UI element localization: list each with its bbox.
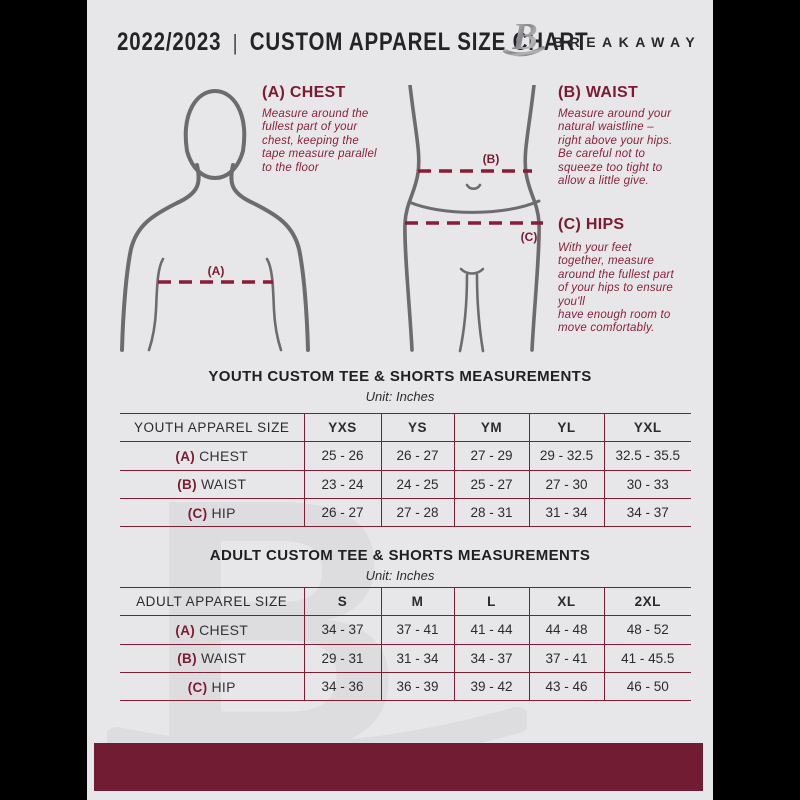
waist-instruction-text: Measure around your natural waistline – …: [558, 108, 673, 188]
table-cell: 24 - 25: [380, 470, 454, 499]
adult-size-table: ADULT APPAREL SIZE S M L XL 2XL (A) CHES…: [120, 587, 691, 701]
table-cell: 41 - 44: [453, 615, 529, 645]
size-chart-page: B 2022/2023 | CUSTOM APPAREL SIZE CHART …: [87, 0, 713, 800]
title-divider: |: [232, 29, 239, 55]
hips-instruction-text: With your feet together, measure around …: [558, 242, 674, 335]
title-year: 2022/2023: [117, 28, 222, 56]
hips-instruction-heading: (C) HIPS: [558, 216, 625, 233]
hips-line-label: (C): [521, 230, 538, 244]
youth-hip-label: (C) HIP: [187, 504, 236, 521]
adult-chest-label: (A) CHEST: [175, 621, 249, 638]
youth-size-ym: YM: [453, 413, 529, 442]
youth-size-label: YOUTH APPAREL SIZE: [133, 420, 290, 436]
table-cell: 34 - 37: [303, 615, 381, 645]
brand-wordmark: BREAKAWAY: [553, 34, 702, 50]
chest-line-label: (A): [208, 264, 225, 278]
table-cell: 31 - 34: [380, 644, 454, 673]
table-cell: 26 - 27: [380, 441, 454, 471]
youth-waist-row: (B) WAIST 23 - 24 24 - 25 25 - 27 27 - 3…: [120, 470, 691, 499]
adult-waist-row: (B) WAIST 29 - 31 31 - 34 34 - 37 37 - 4…: [120, 644, 691, 673]
table-cell: 30 - 33: [603, 470, 691, 499]
adult-hip-row: (C) HIP 34 - 36 36 - 39 39 - 42 43 - 46 …: [120, 672, 691, 701]
table-cell: 29 - 31: [303, 644, 381, 673]
adult-size-l: L: [453, 587, 529, 616]
table-cell: 25 - 26: [303, 441, 381, 471]
table-cell: 25 - 27: [453, 470, 529, 499]
table-cell: 46 - 50: [603, 672, 691, 701]
chest-instruction-heading: (A) CHEST: [262, 84, 346, 101]
table-cell: 41 - 45.5: [603, 644, 691, 673]
adult-size-2xl: 2XL: [603, 587, 691, 616]
adult-size-xl: XL: [528, 587, 604, 616]
table-cell: 34 - 36: [303, 672, 381, 701]
adult-hip-label: (C) HIP: [187, 678, 236, 695]
adult-size-m: M: [380, 587, 454, 616]
youth-hip-row: (C) HIP 26 - 27 27 - 28 28 - 31 31 - 34 …: [120, 498, 691, 527]
youth-chest-row: (A) CHEST 25 - 26 26 - 27 27 - 29 29 - 3…: [120, 441, 691, 471]
table-cell: 44 - 48: [528, 615, 604, 645]
chest-measure-figure: (A): [120, 89, 310, 352]
table-cell: 36 - 39: [380, 672, 454, 701]
waist-instruction-heading: (B) WAIST: [558, 84, 639, 101]
adult-waist-label: (B) WAIST: [177, 650, 247, 667]
youth-size-table: YOUTH APPAREL SIZE YXS YS YM YL YXL (A) …: [120, 413, 691, 527]
table-cell: 31 - 34: [528, 498, 604, 527]
table-cell: 26 - 27: [303, 498, 381, 527]
table-cell: 34 - 37: [453, 644, 529, 673]
waist-hips-measure-figure: (B) (C): [403, 85, 543, 353]
breakaway-logo-icon: B: [503, 16, 545, 58]
table-cell: 27 - 29: [453, 441, 529, 471]
table-cell: 34 - 37: [603, 498, 691, 527]
table-cell: 29 - 32.5: [528, 441, 604, 471]
chest-instruction-text: Measure around the fullest part of your …: [262, 108, 377, 174]
adult-section-unit: Unit: Inches: [365, 568, 435, 583]
adult-section-title: ADULT CUSTOM TEE & SHORTS MEASUREMENTS: [209, 547, 591, 564]
table-cell: 48 - 52: [603, 615, 691, 645]
youth-size-yxs: YXS: [303, 413, 381, 442]
table-cell: 37 - 41: [528, 644, 604, 673]
table-cell: 27 - 30: [528, 470, 604, 499]
table-cell: 23 - 24: [303, 470, 381, 499]
youth-chest-label: (A) CHEST: [175, 447, 249, 464]
adult-header-row: ADULT APPAREL SIZE S M L XL 2XL: [120, 587, 691, 616]
table-cell: 37 - 41: [380, 615, 454, 645]
table-cell: 43 - 46: [528, 672, 604, 701]
youth-size-yxl: YXL: [603, 413, 691, 442]
youth-section-unit: Unit: Inches: [365, 389, 435, 404]
adult-size-label: ADULT APPAREL SIZE: [136, 594, 288, 610]
youth-size-yl: YL: [528, 413, 604, 442]
adult-chest-row: (A) CHEST 34 - 37 37 - 41 41 - 44 44 - 4…: [120, 615, 691, 645]
table-cell: 27 - 28: [380, 498, 454, 527]
waist-line-label: (B): [483, 152, 500, 166]
youth-header-row: YOUTH APPAREL SIZE YXS YS YM YL YXL: [120, 413, 691, 442]
youth-section-title: YOUTH CUSTOM TEE & SHORTS MEASUREMENTS: [208, 368, 592, 385]
footer-accent-bar: [94, 743, 703, 791]
youth-size-ys: YS: [380, 413, 454, 442]
table-cell: 28 - 31: [453, 498, 529, 527]
table-cell: 39 - 42: [453, 672, 529, 701]
youth-waist-label: (B) WAIST: [177, 476, 247, 493]
adult-size-s: S: [303, 587, 381, 616]
table-cell: 32.5 - 35.5: [603, 441, 691, 471]
